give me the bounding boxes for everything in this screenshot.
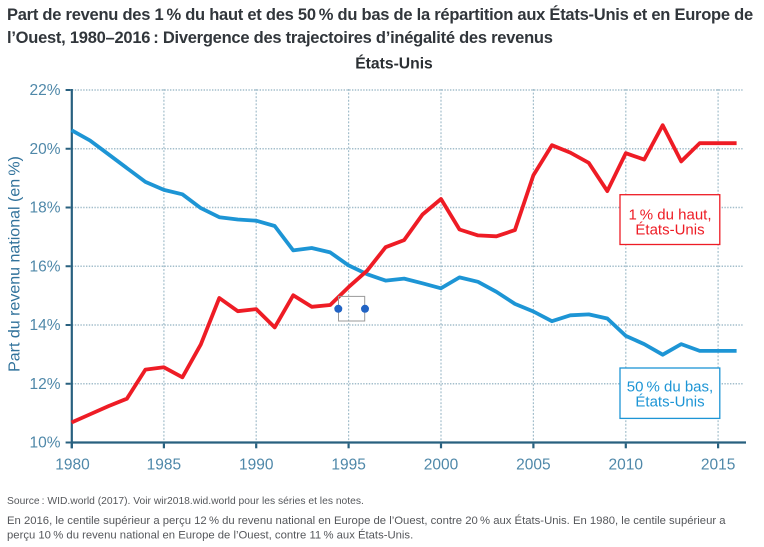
svg-text:1995: 1995 xyxy=(331,457,365,474)
svg-text:20%: 20% xyxy=(29,141,60,158)
svg-text:50 % du bas,: 50 % du bas, xyxy=(627,379,713,396)
svg-text:16%: 16% xyxy=(29,258,60,275)
svg-text:perçu 10 % du revenu national: perçu 10 % du revenu national en Europe … xyxy=(7,529,413,542)
svg-text:Source : WID.world (2017). Voi: Source : WID.world (2017). Voir wir2018.… xyxy=(7,496,364,507)
svg-text:l’Ouest, 1980–2016 : Divergenc: l’Ouest, 1980–2016 : Divergence des traj… xyxy=(7,29,553,47)
svg-text:États-Unis: États-Unis xyxy=(635,222,704,239)
svg-text:22%: 22% xyxy=(29,82,60,99)
svg-text:2005: 2005 xyxy=(516,457,550,474)
svg-text:États-Unis: États-Unis xyxy=(355,54,433,73)
svg-text:18%: 18% xyxy=(29,200,60,217)
svg-text:14%: 14% xyxy=(29,317,60,334)
svg-text:2010: 2010 xyxy=(609,457,644,474)
svg-text:Part de revenu des 1 % du haut: Part de revenu des 1 % du haut et des 50… xyxy=(7,5,753,24)
svg-text:2000: 2000 xyxy=(424,457,459,474)
svg-text:1980: 1980 xyxy=(55,457,90,474)
svg-text:10%: 10% xyxy=(29,435,60,452)
svg-text:2015: 2015 xyxy=(701,457,735,474)
svg-text:1 % du haut,: 1 % du haut, xyxy=(628,207,711,224)
svg-text:En 2016, le centile supérieur: En 2016, le centile supérieur a perçu 12… xyxy=(7,514,726,527)
svg-text:Part du revenu national (en %): Part du revenu national (en %) xyxy=(7,156,24,372)
svg-text:1985: 1985 xyxy=(147,457,181,474)
svg-text:1990: 1990 xyxy=(239,457,274,474)
svg-text:États-Unis: États-Unis xyxy=(635,394,704,411)
svg-text:12%: 12% xyxy=(29,376,60,393)
